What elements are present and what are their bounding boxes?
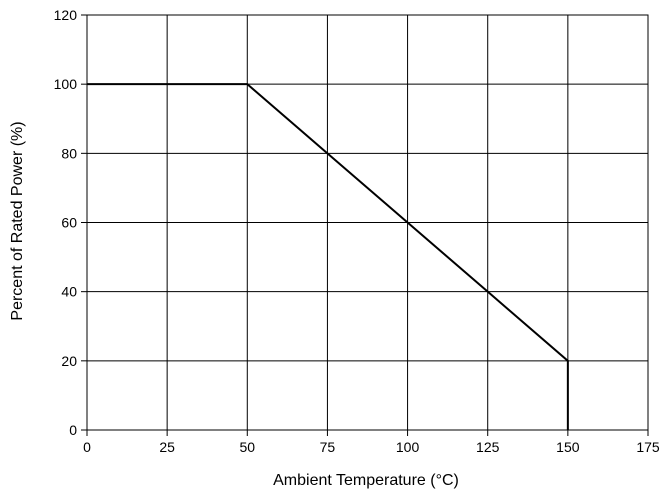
- y-tick-label-40: 40: [61, 284, 77, 300]
- x-axis-title: Ambient Temperature (°C): [273, 472, 459, 489]
- y-tick-label-60: 60: [61, 215, 77, 231]
- x-tick-label-0: 0: [83, 439, 91, 455]
- y-tick-label-100: 100: [54, 76, 78, 92]
- y-tick-label-80: 80: [61, 145, 77, 161]
- ticks-layer: 0 25 50 75 100 125 150 175 0 20 40 60 80 100 120: [54, 7, 660, 455]
- x-tick-label-50: 50: [239, 439, 255, 455]
- grid-layer: [87, 15, 648, 430]
- x-tick-label-125: 125: [476, 439, 500, 455]
- x-tick-label-25: 25: [159, 439, 175, 455]
- series-layer: [87, 83, 569, 430]
- series-line-0: [87, 83, 569, 430]
- x-tick-label-100: 100: [396, 439, 420, 455]
- y-tick-label-120: 120: [54, 7, 78, 23]
- x-tick-label-75: 75: [320, 439, 336, 455]
- x-tick-label-150: 150: [556, 439, 580, 455]
- y-tick-label-0: 0: [69, 422, 77, 438]
- y-tick-label-20: 20: [61, 353, 77, 369]
- x-tick-label-175: 175: [636, 439, 660, 455]
- y-axis-title: Percent of Rated Power (%): [9, 121, 26, 320]
